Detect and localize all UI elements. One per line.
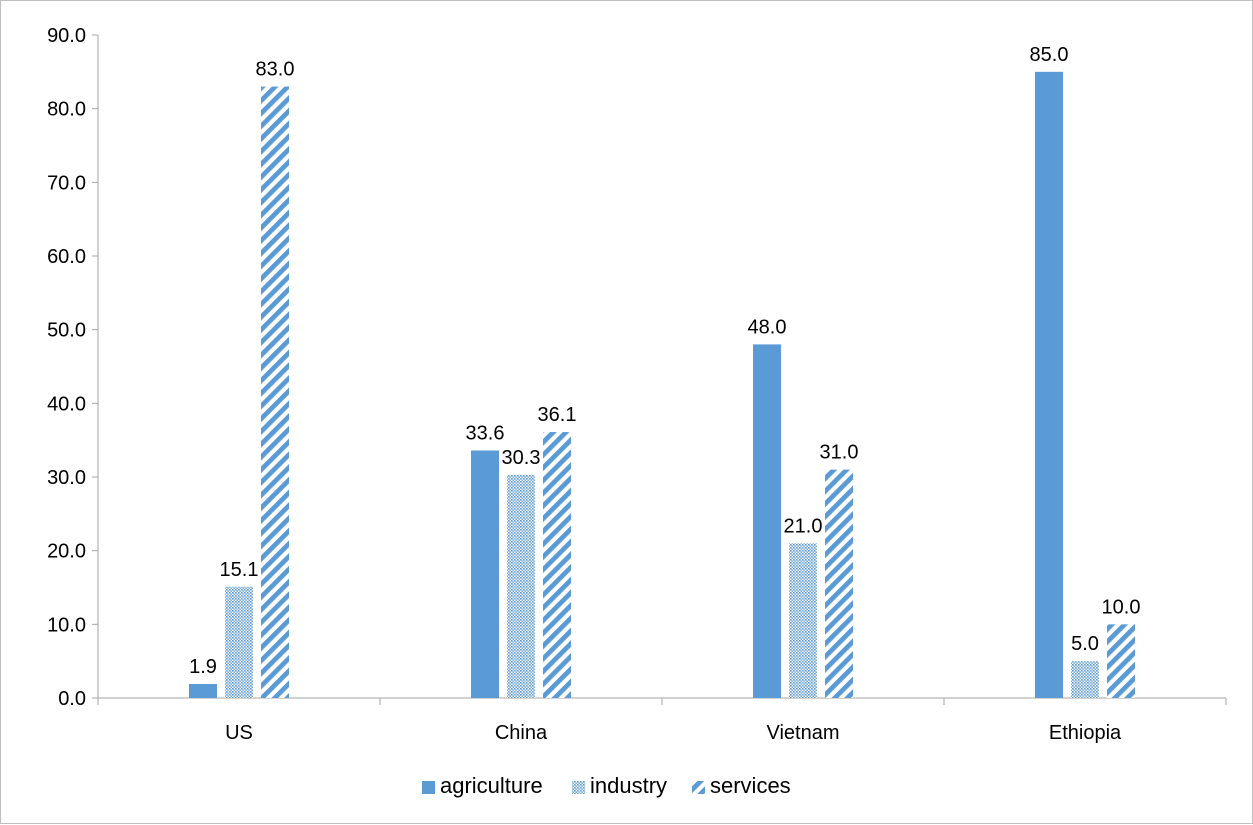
legend-swatch-industry bbox=[572, 781, 585, 794]
bar-agriculture bbox=[471, 450, 499, 698]
legend-label-industry: industry bbox=[590, 773, 667, 798]
category-label: Ethiopia bbox=[1049, 722, 1122, 744]
legend-swatch-services bbox=[692, 781, 705, 794]
bar-services bbox=[1107, 624, 1135, 698]
y-axis: 0.0 10.0 20.0 30.0 40.0 50.0 60.0 70.0 80.0 90.0 bbox=[47, 25, 99, 710]
category-label: US bbox=[225, 722, 253, 744]
data-label: 48.0 bbox=[748, 316, 787, 338]
data-label: 21.0 bbox=[784, 515, 823, 537]
legend-swatch-agriculture bbox=[422, 781, 435, 794]
bar-industry bbox=[789, 543, 817, 698]
data-label: 1.9 bbox=[189, 656, 217, 678]
category-label: China bbox=[495, 722, 548, 744]
bars bbox=[189, 71, 1135, 699]
legend-label-agriculture: agriculture bbox=[440, 773, 543, 798]
data-label: 31.0 bbox=[820, 442, 859, 464]
legend-label-services: services bbox=[710, 773, 791, 798]
bar-services bbox=[261, 86, 289, 699]
data-label: 85.0 bbox=[1030, 44, 1069, 66]
data-label: 15.1 bbox=[220, 559, 259, 581]
data-label: 36.1 bbox=[538, 404, 577, 426]
bar-agriculture bbox=[753, 344, 781, 698]
data-label: 5.0 bbox=[1071, 633, 1099, 655]
y-tick-label: 40.0 bbox=[47, 393, 86, 415]
bar-services bbox=[543, 432, 571, 698]
data-label: 10.0 bbox=[1102, 596, 1141, 618]
y-tick-label: 80.0 bbox=[47, 99, 86, 121]
category-label: Vietnam bbox=[766, 722, 839, 744]
legend: agriculture industry services bbox=[422, 773, 791, 798]
data-label: 83.0 bbox=[256, 59, 295, 81]
x-axis: US China Vietnam Ethiopia bbox=[97, 697, 1227, 744]
y-tick-label: 0.0 bbox=[58, 688, 86, 710]
y-tick-label: 50.0 bbox=[47, 320, 86, 342]
bar-industry bbox=[507, 474, 535, 698]
y-tick-label: 70.0 bbox=[47, 172, 86, 194]
bar-industry bbox=[1071, 661, 1099, 698]
data-label: 33.6 bbox=[466, 422, 505, 444]
y-tick-label: 60.0 bbox=[47, 246, 86, 268]
y-tick-label: 30.0 bbox=[47, 467, 86, 489]
y-tick-label: 20.0 bbox=[47, 541, 86, 563]
bar-agriculture bbox=[1035, 71, 1063, 699]
y-tick-label: 10.0 bbox=[47, 614, 86, 636]
bar-industry bbox=[225, 586, 253, 698]
data-labels: 1.9 15.1 83.0 33.6 30.3 36.1 48.0 21.0 31.0 85.0 5… bbox=[189, 44, 1140, 678]
y-tick-label: 90.0 bbox=[47, 25, 86, 47]
bar-services bbox=[825, 469, 853, 698]
bar-agriculture bbox=[189, 684, 217, 698]
data-label: 30.3 bbox=[502, 447, 541, 469]
